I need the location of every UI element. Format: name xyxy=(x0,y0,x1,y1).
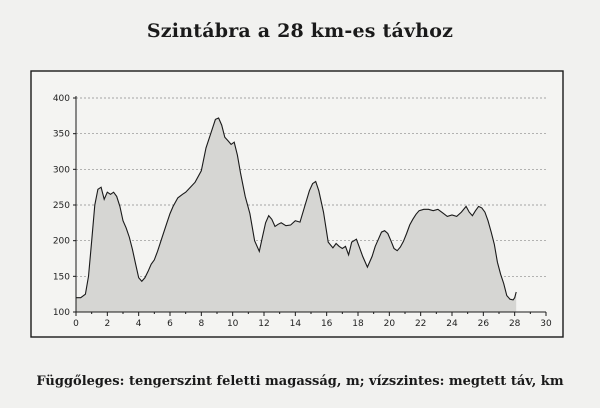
y-axis: 100 150 200 250 300 350 400 xyxy=(53,94,77,318)
y-tick-label: 200 xyxy=(53,237,70,247)
elevation-line xyxy=(76,117,517,301)
y-tick-label: 250 xyxy=(53,201,70,211)
y-tick-label: 150 xyxy=(53,272,70,282)
x-tick-label: 28 xyxy=(509,319,521,329)
x-tick-label: 22 xyxy=(415,319,426,329)
axis-caption: Függőleges: tengerszint feletti magasság… xyxy=(36,374,564,389)
x-tick-label: 8 xyxy=(198,319,204,329)
x-tick-label: 18 xyxy=(352,319,364,329)
x-tick-label: 2 xyxy=(104,319,110,329)
y-tick-label: 100 xyxy=(53,308,70,318)
x-tick-label: 20 xyxy=(384,319,396,329)
x-tick-label: 0 xyxy=(73,319,79,329)
elevation-fill xyxy=(76,118,517,312)
x-axis: 0 2 4 6 8 10 12 14 16 18 20 22 24 26 28 30 xyxy=(73,311,552,329)
x-tick-label: 16 xyxy=(321,319,333,329)
chart-title: Szintábra a 28 km-es távhoz xyxy=(146,20,454,42)
x-tick-label: 14 xyxy=(290,319,302,329)
x-tick-label: 12 xyxy=(258,319,269,329)
y-tick-label: 350 xyxy=(53,130,70,140)
x-tick-label: 26 xyxy=(478,319,490,329)
x-tick-label: 4 xyxy=(136,319,142,329)
y-tick-label: 400 xyxy=(53,94,70,104)
elevation-chart: 100 150 200 250 300 350 400 0 2 4 6 8 10 12 14 16 18 20 2… xyxy=(30,70,564,338)
x-tick-label: 30 xyxy=(540,319,552,329)
x-tick-label: 24 xyxy=(446,319,458,329)
y-tick-label: 300 xyxy=(53,165,70,175)
x-tick-label: 10 xyxy=(227,319,239,329)
elevation-area xyxy=(76,117,517,312)
x-tick-label: 6 xyxy=(167,319,173,329)
